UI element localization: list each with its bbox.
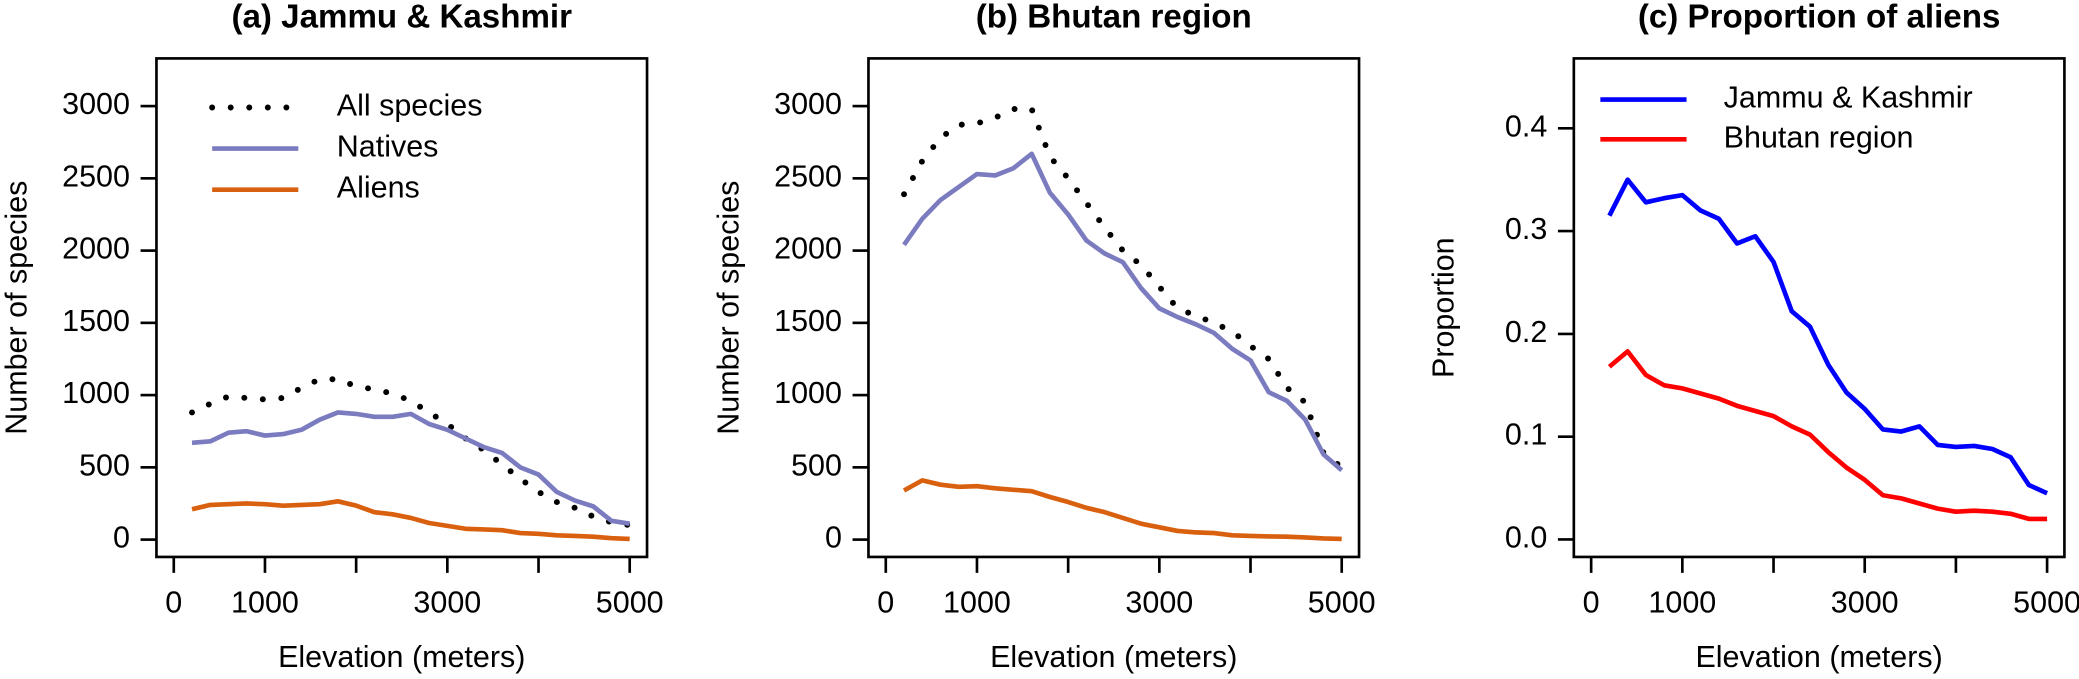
y-axis-label: Proportion <box>1426 237 1460 378</box>
x-tick-label: 3000 <box>413 586 481 620</box>
y-tick-label: 500 <box>791 448 842 482</box>
y-tick-label: 0 <box>825 521 842 555</box>
legend-label: Jammu & Kashmir <box>1724 81 1973 115</box>
plot-frame <box>1572 57 2066 559</box>
x-tick-label: 5000 <box>596 586 664 620</box>
y-tick-label: 2500 <box>774 159 842 193</box>
y-tick-label: 0 <box>113 521 130 555</box>
x-tick-label: 1000 <box>231 586 299 620</box>
x-tick-label: 1000 <box>1648 586 1716 620</box>
chart-title: (a) Jammu & Kashmir <box>231 0 572 35</box>
x-tick-label: 0 <box>1583 586 1600 620</box>
legend-label: Natives <box>337 130 439 164</box>
series-line <box>1607 177 2049 496</box>
plot-frame <box>867 57 1361 559</box>
y-tick-label: 1000 <box>62 376 130 410</box>
x-tick-label: 1000 <box>943 586 1011 620</box>
x-axis-label: Elevation (meters) <box>990 640 1237 674</box>
y-tick-label: 1500 <box>62 304 130 338</box>
y-tick-label: 1000 <box>774 376 842 410</box>
legend-label: Aliens <box>337 171 420 205</box>
series-line <box>191 410 631 527</box>
y-tick-label: 0.3 <box>1505 212 1547 246</box>
plot-frame <box>155 57 649 559</box>
y-tick-label: 2000 <box>62 232 130 266</box>
y-tick-label: 0.1 <box>1505 418 1547 452</box>
x-axis-label: Elevation (meters) <box>1695 640 1942 674</box>
series-line <box>902 151 1344 472</box>
y-tick-label: 0.0 <box>1505 521 1547 555</box>
x-tick-label: 5000 <box>1308 586 1376 620</box>
chart-title: (c) Proportion of aliens <box>1638 0 2001 35</box>
chart-title: (b) Bhutan region <box>976 0 1252 35</box>
series-line <box>189 376 633 529</box>
legend-label: All species <box>337 89 483 123</box>
y-tick-label: 1500 <box>774 304 842 338</box>
y-tick-label: 2000 <box>774 232 842 266</box>
x-tick-label: 0 <box>165 586 182 620</box>
x-tick-label: 0 <box>877 586 894 620</box>
y-axis-label: Number of species <box>0 181 34 435</box>
legend-label: Bhutan region <box>1724 120 1914 154</box>
series-line <box>901 106 1345 471</box>
x-tick-label: 3000 <box>1125 586 1193 620</box>
series-line <box>1607 349 2048 522</box>
y-tick-label: 0.2 <box>1505 315 1547 349</box>
y-tick-label: 3000 <box>62 87 130 121</box>
y-tick-label: 2500 <box>62 159 130 193</box>
y-tick-label: 0.4 <box>1505 109 1547 143</box>
x-tick-label: 5000 <box>2013 586 2079 620</box>
x-tick-label: 3000 <box>1831 586 1899 620</box>
y-tick-label: 500 <box>79 448 130 482</box>
y-tick-label: 3000 <box>774 87 842 121</box>
x-axis-label: Elevation (meters) <box>278 640 525 674</box>
y-axis-label: Number of species <box>712 181 746 435</box>
series-line <box>902 478 1342 542</box>
series-line <box>191 498 630 542</box>
